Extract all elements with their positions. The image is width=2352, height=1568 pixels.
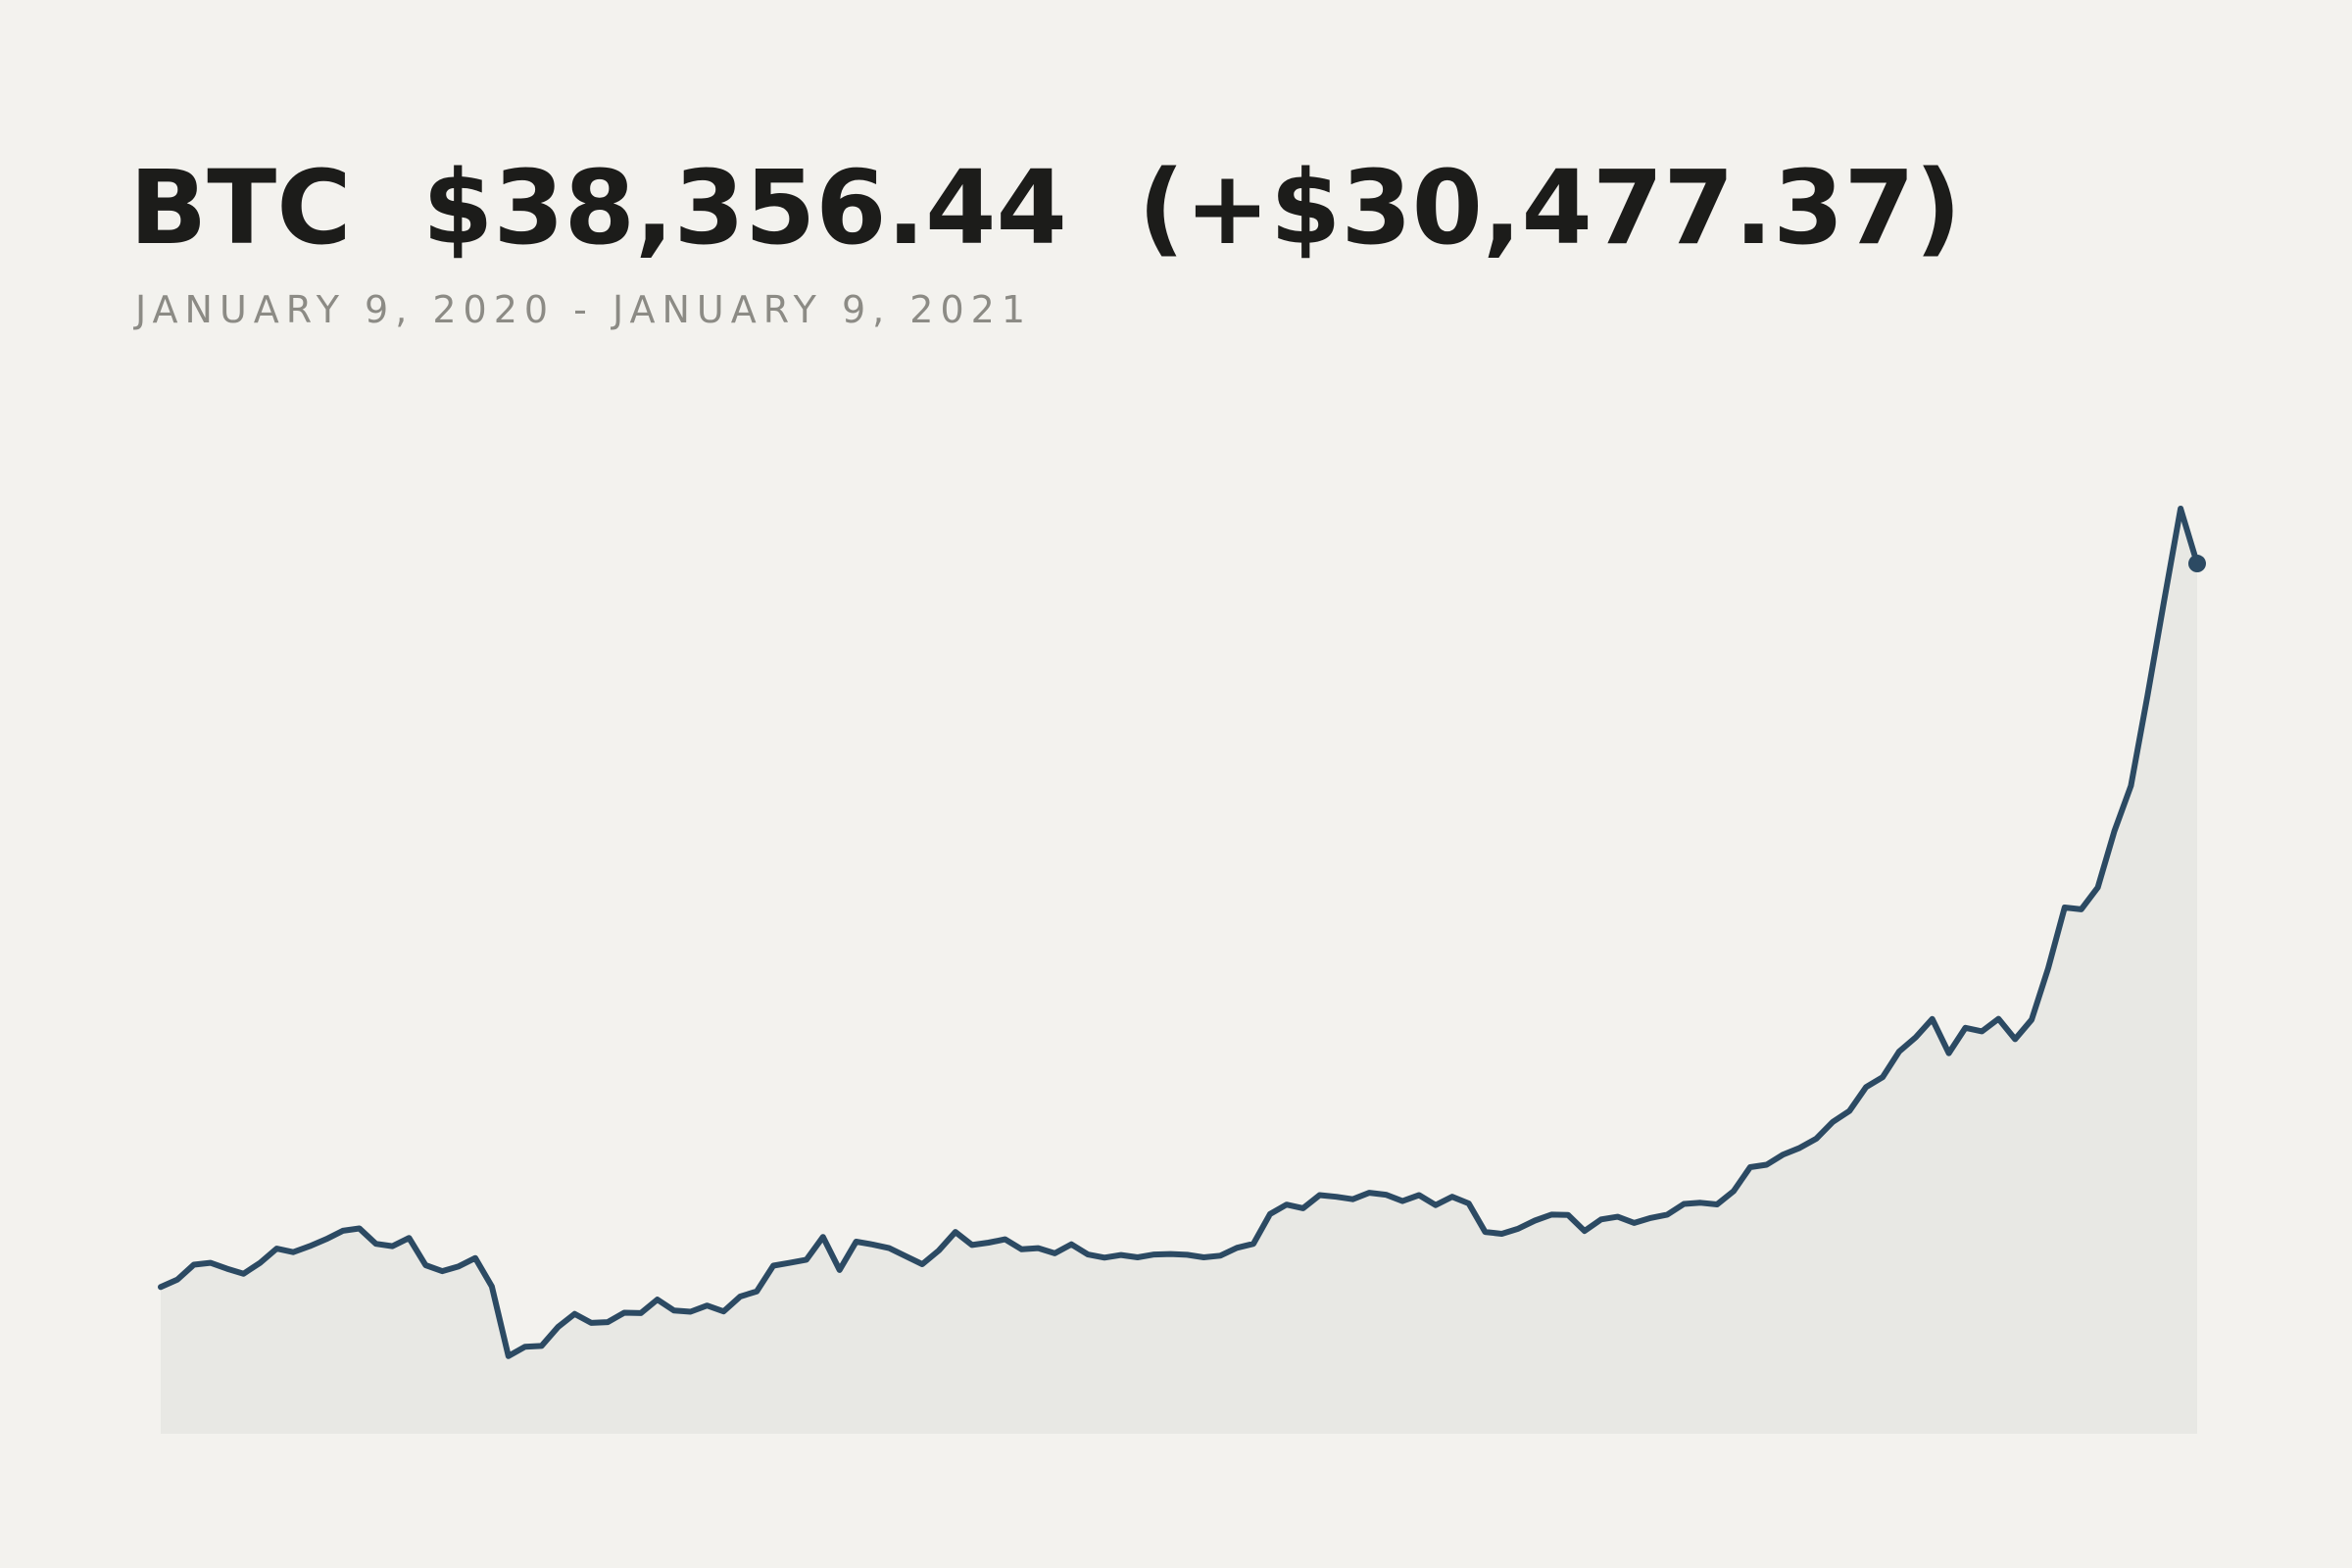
area bbox=[161, 509, 2197, 1434]
chart-subtitle: JANUARY 9, 2020 - JANUARY 9, 2021 bbox=[135, 288, 1033, 331]
chart-title: BTC $38,356.44 (+$30,477.37) bbox=[129, 148, 1962, 268]
end-point bbox=[2188, 555, 2206, 573]
line bbox=[158, 506, 2200, 1359]
